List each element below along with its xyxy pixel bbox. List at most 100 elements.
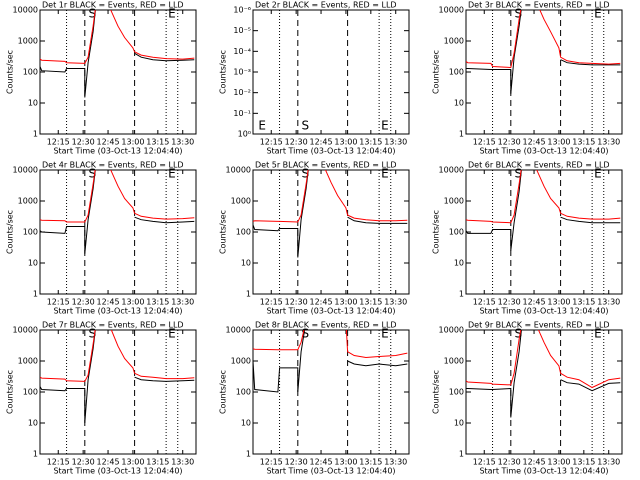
y-tick-label: 10 <box>454 419 464 428</box>
x-axis-label: Start Time (03-Oct-13 12:04:40) <box>53 147 182 156</box>
x-axis-label: Start Time (03-Oct-13 12:04:40) <box>479 307 608 316</box>
x-tick-label: 12:15 <box>473 138 496 147</box>
series-line <box>466 10 621 94</box>
y-axis-label: Counts/sec <box>6 370 15 414</box>
annotation: E <box>258 119 266 133</box>
x-tick-label: 13:30 <box>597 138 620 147</box>
y-tick-label: 10000 <box>439 6 464 15</box>
x-axis-label: Start Time (03-Oct-13 12:04:40) <box>53 467 182 476</box>
x-axis-label: Start Time (03-Oct-13 12:04:40) <box>53 307 182 316</box>
y-tick-label: 1 <box>246 450 251 459</box>
series-line <box>40 170 195 254</box>
y-tick-label: 100 <box>449 228 464 237</box>
plot-frame <box>465 329 623 455</box>
x-tick-label: 12:45 <box>523 138 546 147</box>
y-tick-label: 1 <box>246 290 251 299</box>
y-axis-label: Counts/sec <box>6 210 15 254</box>
x-tick-label: 13:00 <box>334 138 357 147</box>
x-tick-label: 13:30 <box>384 138 407 147</box>
x-axis-label: Start Time (03-Oct-13 12:04:40) <box>266 147 395 156</box>
series-line <box>253 330 408 393</box>
plot-frame <box>252 169 410 295</box>
x-tick-label: 12:45 <box>310 298 333 307</box>
x-tick-label: 12:15 <box>260 138 283 147</box>
annotation: E <box>168 327 176 341</box>
y-tick-label: 10 <box>28 99 38 108</box>
series-line <box>253 330 408 359</box>
y-tick-label: 10⁻⁶ <box>233 6 251 15</box>
y-tick-label: 100 <box>449 68 464 77</box>
y-tick-label: 100 <box>236 388 251 397</box>
x-tick-label: 13:15 <box>572 138 595 147</box>
plot-frame <box>39 329 197 455</box>
y-tick-label: 1000 <box>18 197 38 206</box>
annotation: S <box>514 327 522 341</box>
plot-frame <box>465 9 623 135</box>
y-tick-label: 100 <box>449 388 464 397</box>
y-tick-label: 10 <box>241 419 251 428</box>
series-line <box>253 170 408 258</box>
x-tick-label: 12:45 <box>97 298 120 307</box>
y-tick-label: 10⁻⁴ <box>233 47 251 56</box>
y-tick-label: 1000 <box>444 37 464 46</box>
chart-title: Det 4r BLACK = Events, RED = LLD <box>42 161 184 170</box>
x-tick-label: 12:30 <box>498 298 521 307</box>
annotation: E <box>381 119 389 133</box>
y-tick-label: 1000 <box>231 197 251 206</box>
y-tick-label: 10⁻² <box>233 88 251 97</box>
y-tick-label: 10 <box>454 99 464 108</box>
x-tick-label: 13:15 <box>359 298 382 307</box>
y-tick-label: 100 <box>23 388 38 397</box>
x-tick-label: 12:30 <box>285 298 308 307</box>
y-tick-label: 1000 <box>444 357 464 366</box>
x-tick-label: 13:30 <box>597 298 620 307</box>
y-axis-label: Counts/sec <box>432 370 441 414</box>
x-tick-label: 13:00 <box>547 298 570 307</box>
x-tick-label: 13:15 <box>146 138 169 147</box>
y-tick-label: 10⁻⁵ <box>233 26 251 35</box>
y-tick-label: 10000 <box>13 326 38 335</box>
x-tick-label: 13:00 <box>121 138 144 147</box>
plot-frame <box>465 169 623 295</box>
y-tick-label: 1000 <box>444 197 464 206</box>
series-line <box>40 330 195 424</box>
x-tick-label: 13:00 <box>121 458 144 467</box>
y-tick-label: 1 <box>33 290 38 299</box>
y-tick-label: 10000 <box>226 326 251 335</box>
annotation: S <box>88 7 96 21</box>
x-tick-label: 13:30 <box>171 458 194 467</box>
annotation: S <box>88 327 96 341</box>
x-axis-label: Start Time (03-Oct-13 12:04:40) <box>479 147 608 156</box>
annotation: S <box>514 7 522 21</box>
x-tick-label: 12:45 <box>523 298 546 307</box>
annotation: E <box>594 167 602 181</box>
x-axis-label: Start Time (03-Oct-13 12:04:40) <box>266 307 395 316</box>
x-tick-label: 13:15 <box>359 138 382 147</box>
annotation: E <box>168 7 176 21</box>
y-tick-label: 10 <box>28 419 38 428</box>
chart-title: Det 2r BLACK = Events, RED = LLD <box>255 1 397 10</box>
y-tick-label: 10000 <box>226 166 251 175</box>
y-axis-label: Counts/sec <box>219 370 228 414</box>
x-tick-label: 12:15 <box>260 458 283 467</box>
x-tick-label: 13:30 <box>171 298 194 307</box>
annotation: S <box>514 167 522 181</box>
x-tick-label: 12:30 <box>285 138 308 147</box>
x-tick-label: 12:45 <box>523 458 546 467</box>
y-tick-label: 10 <box>454 259 464 268</box>
chart-title: Det 1r BLACK = Events, RED = LLD <box>42 1 184 10</box>
series-line <box>466 170 621 251</box>
y-tick-label: 10000 <box>13 166 38 175</box>
x-tick-label: 13:15 <box>146 298 169 307</box>
x-tick-label: 13:15 <box>572 298 595 307</box>
chart-title: Det 8r BLACK = Events, RED = LLD <box>255 321 397 330</box>
series-line <box>40 170 195 223</box>
x-tick-label: 13:30 <box>384 458 407 467</box>
y-tick-label: 1 <box>459 130 464 139</box>
annotation: E <box>594 7 602 21</box>
x-tick-label: 12:15 <box>47 138 70 147</box>
